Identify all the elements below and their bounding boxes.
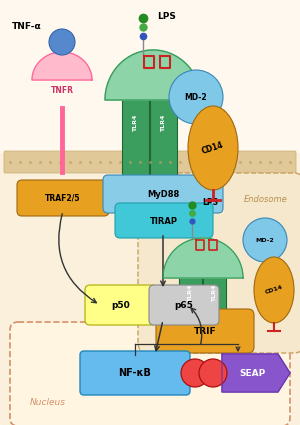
Text: TLR4: TLR4 bbox=[188, 284, 194, 302]
FancyBboxPatch shape bbox=[122, 66, 149, 179]
FancyBboxPatch shape bbox=[149, 285, 219, 325]
FancyBboxPatch shape bbox=[0, 153, 300, 425]
Text: MD-2: MD-2 bbox=[256, 238, 274, 243]
Text: TLR4: TLR4 bbox=[212, 284, 217, 302]
FancyBboxPatch shape bbox=[4, 151, 296, 173]
Text: MD-2: MD-2 bbox=[185, 93, 207, 102]
Circle shape bbox=[181, 359, 209, 387]
FancyBboxPatch shape bbox=[115, 203, 213, 238]
Text: NF-κB: NF-κB bbox=[118, 368, 152, 378]
Text: Endosome: Endosome bbox=[244, 195, 288, 204]
Text: TNF-α: TNF-α bbox=[12, 22, 42, 31]
FancyBboxPatch shape bbox=[85, 285, 157, 325]
Text: LPS: LPS bbox=[157, 12, 176, 21]
Polygon shape bbox=[222, 354, 290, 392]
FancyBboxPatch shape bbox=[179, 246, 203, 340]
Ellipse shape bbox=[188, 106, 238, 190]
Text: TLR4: TLR4 bbox=[161, 114, 166, 132]
FancyBboxPatch shape bbox=[80, 351, 190, 395]
FancyBboxPatch shape bbox=[10, 322, 290, 425]
Text: CD14: CD14 bbox=[264, 285, 284, 295]
FancyBboxPatch shape bbox=[138, 173, 300, 353]
Polygon shape bbox=[32, 52, 92, 80]
Text: TLR4: TLR4 bbox=[134, 114, 139, 132]
Ellipse shape bbox=[254, 257, 294, 323]
Circle shape bbox=[169, 70, 223, 124]
FancyBboxPatch shape bbox=[103, 175, 223, 213]
Text: LPS: LPS bbox=[202, 198, 218, 207]
Text: TRIF: TRIF bbox=[194, 326, 216, 335]
FancyBboxPatch shape bbox=[151, 66, 178, 179]
Text: CD14: CD14 bbox=[201, 140, 225, 156]
FancyBboxPatch shape bbox=[156, 309, 254, 353]
Text: p65: p65 bbox=[175, 300, 194, 309]
Text: SEAP: SEAP bbox=[239, 368, 265, 377]
Circle shape bbox=[49, 29, 75, 55]
Text: TRAF2/5: TRAF2/5 bbox=[45, 193, 81, 202]
Polygon shape bbox=[163, 238, 243, 278]
Text: Nucleus: Nucleus bbox=[30, 398, 66, 407]
Polygon shape bbox=[105, 50, 201, 100]
FancyBboxPatch shape bbox=[0, 0, 300, 157]
Circle shape bbox=[199, 359, 227, 387]
FancyBboxPatch shape bbox=[17, 180, 109, 216]
Text: MyD88: MyD88 bbox=[147, 190, 179, 198]
FancyBboxPatch shape bbox=[203, 246, 226, 340]
Text: TNFR: TNFR bbox=[50, 85, 74, 94]
Text: p50: p50 bbox=[112, 300, 130, 309]
Circle shape bbox=[243, 218, 287, 262]
Text: TIRAP: TIRAP bbox=[150, 216, 178, 226]
